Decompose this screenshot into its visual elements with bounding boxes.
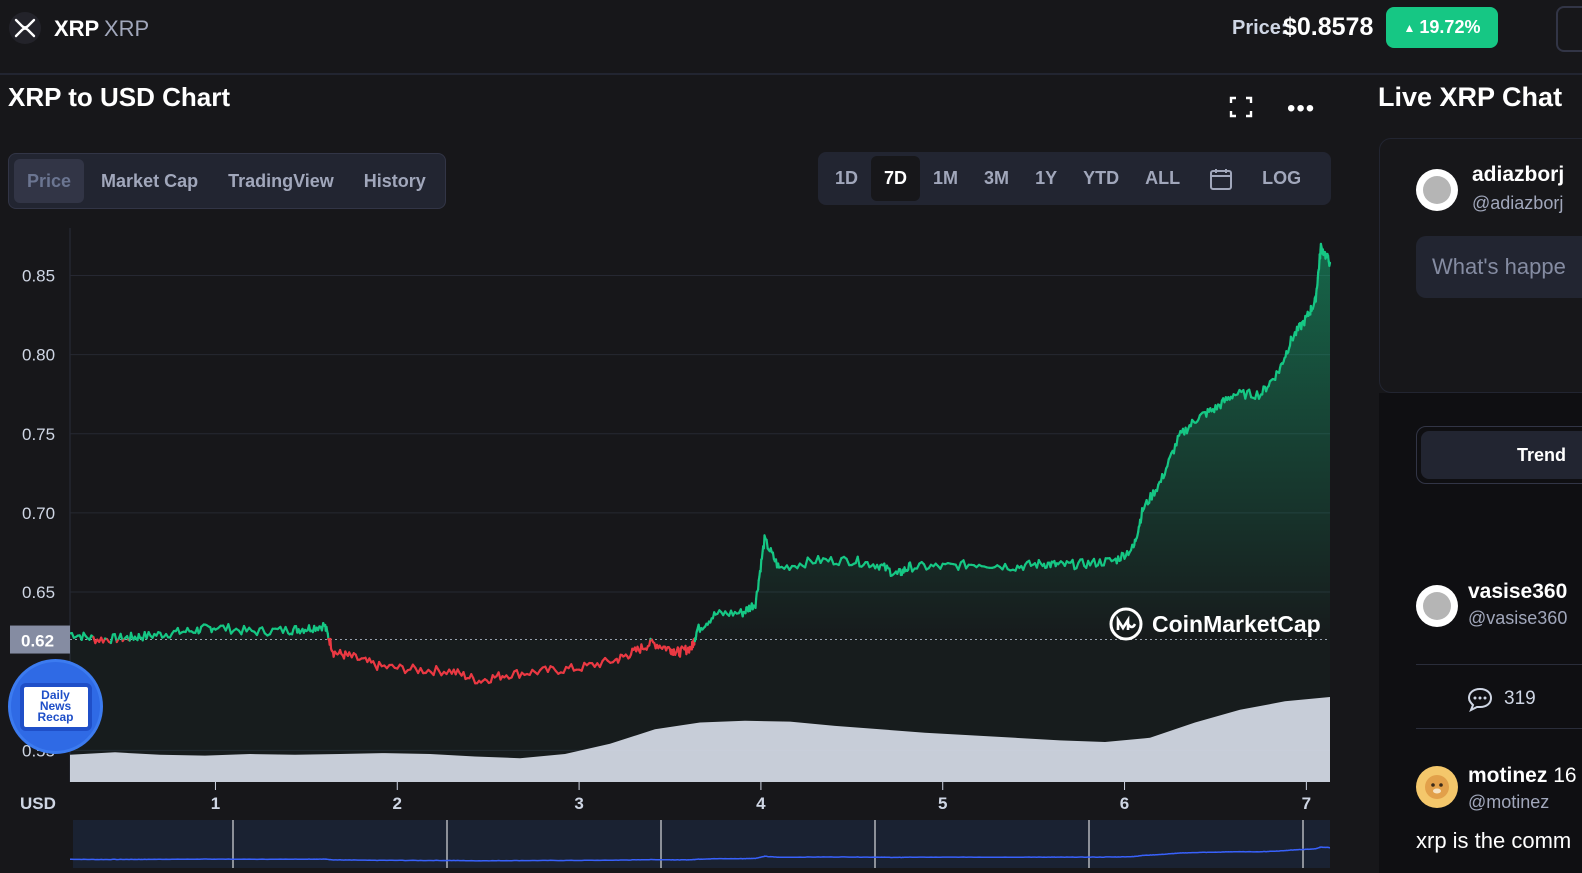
composer-handle: @adiazborj xyxy=(1472,193,1563,214)
feed-tabs: Trend xyxy=(1416,426,1582,484)
x-tick-label: 6 xyxy=(1120,794,1129,813)
price-line-segment xyxy=(1262,387,1263,395)
price-line-segment xyxy=(1174,444,1175,453)
price-change-badge: ▲ 19.72% xyxy=(1386,7,1498,48)
navigator-track xyxy=(73,820,1330,868)
chart-type-tabs: Price Market Cap TradingView History xyxy=(8,153,446,209)
coinmarketcap-watermark: CoinMarketCap xyxy=(1108,606,1321,642)
post-username-text: motinez xyxy=(1468,764,1547,787)
tab-market-cap[interactable]: Market Cap xyxy=(88,159,211,203)
y-tick-label: 0.75 xyxy=(22,425,55,444)
y-tick-label: 0.70 xyxy=(22,504,55,523)
currency-label: USD xyxy=(20,794,56,813)
post-divider xyxy=(1416,664,1582,665)
news-recap-icon: Daily News Recap xyxy=(20,683,92,731)
time-range-selector: 1D 7D 1M 3M 1Y YTD ALL LOG xyxy=(818,152,1331,205)
reference-price-label: 0.62 xyxy=(21,632,54,651)
range-ytd[interactable]: YTD xyxy=(1070,156,1132,201)
doge-avatar[interactable] xyxy=(1416,766,1458,808)
x-tick-label: 2 xyxy=(393,794,402,813)
price-chart[interactable]: 0.850.800.750.700.650.551234567USD0.62 xyxy=(0,210,1340,868)
x-tick-label: 5 xyxy=(938,794,947,813)
user-avatar[interactable] xyxy=(1416,169,1458,211)
news-badge-line-3: Recap xyxy=(37,712,73,723)
x-tick-label: 3 xyxy=(574,794,583,813)
range-3m[interactable]: 3M xyxy=(971,156,1022,201)
comment-count-value: 319 xyxy=(1504,688,1536,710)
y-tick-label: 0.80 xyxy=(22,346,55,365)
price-line-segment xyxy=(330,639,331,649)
composer-username: adiazborj xyxy=(1472,163,1564,187)
price-line-segment xyxy=(761,560,762,572)
more-options-icon[interactable]: ••• xyxy=(1287,95,1315,123)
daily-news-recap-button[interactable]: Daily News Recap xyxy=(8,659,103,754)
log-scale-toggle[interactable]: LOG xyxy=(1249,156,1314,201)
header-action-button[interactable] xyxy=(1556,6,1582,52)
comment-icon xyxy=(1466,686,1494,712)
triangle-up-icon: ▲ xyxy=(1404,21,1416,35)
post-divider xyxy=(1416,728,1582,729)
coin-name: XRP xyxy=(54,16,99,42)
price-line-segment xyxy=(1221,401,1222,409)
post-username[interactable]: vasise360 xyxy=(1468,580,1567,604)
post-avatar[interactable] xyxy=(1416,585,1458,627)
top-bar: XRP XRP Price: $0.8578 ▲ 19.72% xyxy=(0,0,1582,75)
post-username[interactable]: motinez 16 xyxy=(1468,764,1577,788)
chat-title: Live XRP Chat xyxy=(1378,82,1562,113)
range-1d[interactable]: 1D xyxy=(822,156,871,201)
y-tick-label: 0.85 xyxy=(22,266,55,285)
x-tick-label: 7 xyxy=(1302,794,1311,813)
comment-count[interactable]: 319 xyxy=(1466,686,1536,712)
x-tick-label: 1 xyxy=(211,794,220,813)
price-change-value: 19.72% xyxy=(1419,17,1480,38)
xrp-logo-icon xyxy=(9,12,41,44)
price-line-segment xyxy=(1177,436,1178,445)
y-tick-label: 0.65 xyxy=(22,583,55,602)
price-line-segment xyxy=(1121,553,1122,560)
watermark-text: CoinMarketCap xyxy=(1152,611,1321,638)
range-1y[interactable]: 1Y xyxy=(1022,156,1070,201)
post-meta-prefix: 16 xyxy=(1553,764,1576,787)
fullscreen-icon[interactable] xyxy=(1228,95,1254,119)
post-input[interactable]: What's happe xyxy=(1416,236,1582,298)
price-line-segment xyxy=(1329,263,1330,266)
post-handle: @vasise360 xyxy=(1468,608,1567,629)
tab-trending[interactable]: Trend xyxy=(1421,431,1582,479)
price-line-segment xyxy=(1304,316,1305,325)
price-line-segment xyxy=(1275,371,1276,380)
coinmarketcap-logo-icon xyxy=(1108,606,1144,642)
tab-history[interactable]: History xyxy=(351,159,439,203)
price-value: $0.8578 xyxy=(1283,13,1373,42)
price-line-segment xyxy=(680,648,681,656)
coin-symbol: XRP xyxy=(104,16,149,42)
price-line-segment xyxy=(767,540,768,549)
range-7d[interactable]: 7D xyxy=(871,156,920,201)
tab-tradingview[interactable]: TradingView xyxy=(215,159,347,203)
chart-title: XRP to USD Chart xyxy=(8,82,230,113)
post-handle: @motinez xyxy=(1468,792,1549,813)
price-label: Price: xyxy=(1232,17,1288,40)
range-1m[interactable]: 1M xyxy=(920,156,971,201)
range-all[interactable]: ALL xyxy=(1132,156,1193,201)
tab-price[interactable]: Price xyxy=(14,159,84,203)
x-tick-label: 4 xyxy=(756,794,766,813)
post-text: xrp is the comm xyxy=(1416,828,1571,854)
calendar-icon[interactable] xyxy=(1193,156,1249,201)
price-line-segment xyxy=(756,599,757,608)
price-area-fill xyxy=(70,244,1330,640)
price-line-segment xyxy=(758,581,759,590)
